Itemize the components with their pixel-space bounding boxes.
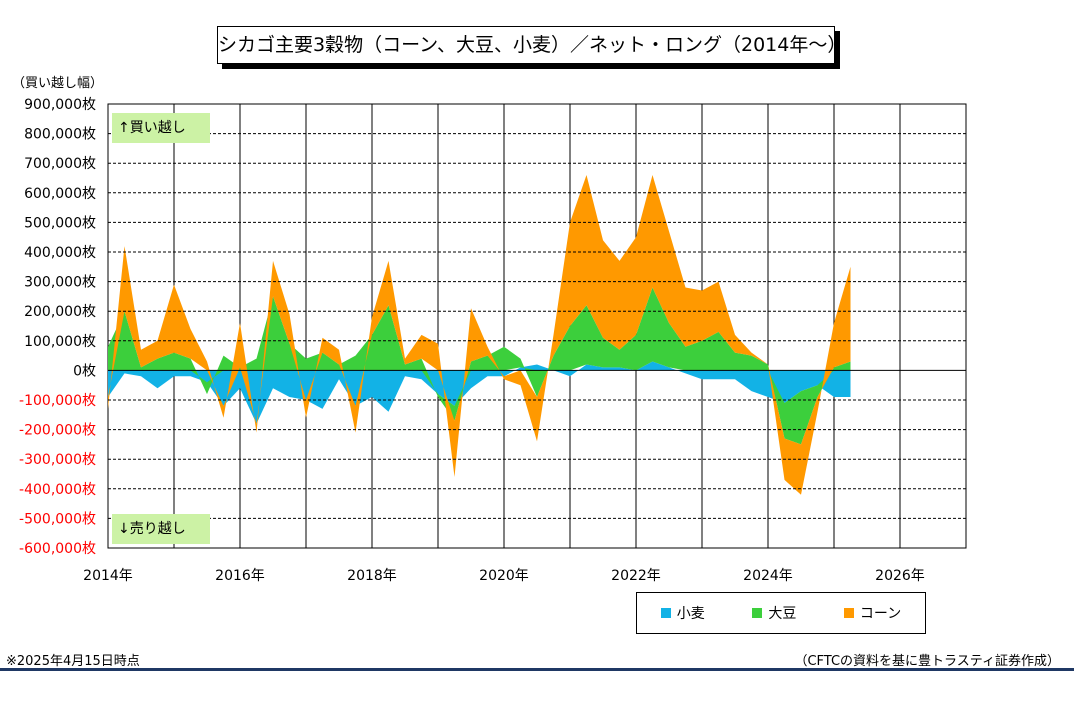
chart-area: 900,000枚 800,000枚 700,000枚 600,000枚 500,000枚…	[19, 97, 967, 584]
y-tick-label: 200,000枚	[24, 304, 96, 320]
y-tick-label: 600,000枚	[24, 186, 96, 202]
x-tick-label: 2024年	[743, 568, 793, 584]
x-tick-label: 2018年	[347, 568, 397, 584]
series-area-soy	[108, 287, 851, 445]
legend-item-corn: コーン	[843, 603, 902, 623]
y-tick-label: -500,000枚	[19, 511, 96, 527]
x-tick-labels: 2014年 2016年 2018年 2020年 2022年 2024年 2026年	[83, 568, 925, 584]
x-tick-label: 2016年	[215, 568, 265, 584]
legend-swatch-wheat	[660, 608, 671, 618]
legend-item-soy: 大豆	[752, 603, 796, 623]
x-tick-label: 2020年	[479, 568, 529, 584]
y-tick-label: 700,000枚	[24, 156, 96, 172]
as-of-note: ※2025年4月15日時点	[6, 654, 140, 669]
net-short-tag: ↓売り越し	[112, 514, 210, 544]
plot-background	[107, 103, 967, 549]
y-tick-label: 100,000枚	[24, 334, 96, 350]
legend-label-corn: コーン	[859, 606, 902, 622]
y-tick-label: -300,000枚	[19, 452, 96, 468]
legend-swatch-corn	[843, 608, 854, 618]
y-tick-label: -100,000枚	[19, 393, 96, 409]
y-tick-label: 300,000枚	[24, 275, 96, 291]
legend-item-wheat: 小麦	[660, 603, 705, 623]
source-note: （CFTCの資料を基に豊トラスティ証券作成）	[794, 654, 1060, 669]
y-tick-label: -200,000枚	[19, 423, 96, 439]
y-axis-unit-label: （買い越し幅）	[12, 76, 104, 91]
x-tick-label: 2022年	[611, 568, 661, 584]
bottom-rule	[0, 668, 1074, 671]
chart-title: シカゴ主要3穀物（コーン、大豆、小麦）／ネット・ロング（2014年～）	[217, 26, 846, 64]
x-tick-label: 2014年	[83, 568, 133, 584]
y-tick-label: -600,000枚	[19, 541, 96, 557]
horizontal-gridlines	[108, 133, 966, 519]
y-tick-label: -400,000枚	[19, 482, 96, 498]
y-tick-label: 900,000枚	[24, 97, 96, 113]
y-tick-label: 500,000枚	[24, 215, 96, 231]
y-tick-labels: 900,000枚 800,000枚 700,000枚 600,000枚 500,000枚…	[19, 97, 96, 557]
legend: 小麦 大豆 コーン	[636, 592, 926, 634]
legend-label-soy: 大豆	[768, 606, 797, 622]
series-layer	[108, 175, 851, 495]
y-tick-label: 0枚	[73, 363, 96, 379]
net-long-tag: ↑買い越し	[112, 113, 210, 143]
x-tick-label: 2026年	[875, 568, 925, 584]
legend-label-wheat: 小麦	[676, 606, 705, 622]
y-tick-label: 400,000枚	[24, 245, 96, 261]
series-area-wheat	[108, 361, 851, 424]
y-tick-label: 800,000枚	[24, 127, 96, 143]
series-area-corn	[108, 175, 851, 495]
legend-swatch-soy	[752, 608, 763, 618]
